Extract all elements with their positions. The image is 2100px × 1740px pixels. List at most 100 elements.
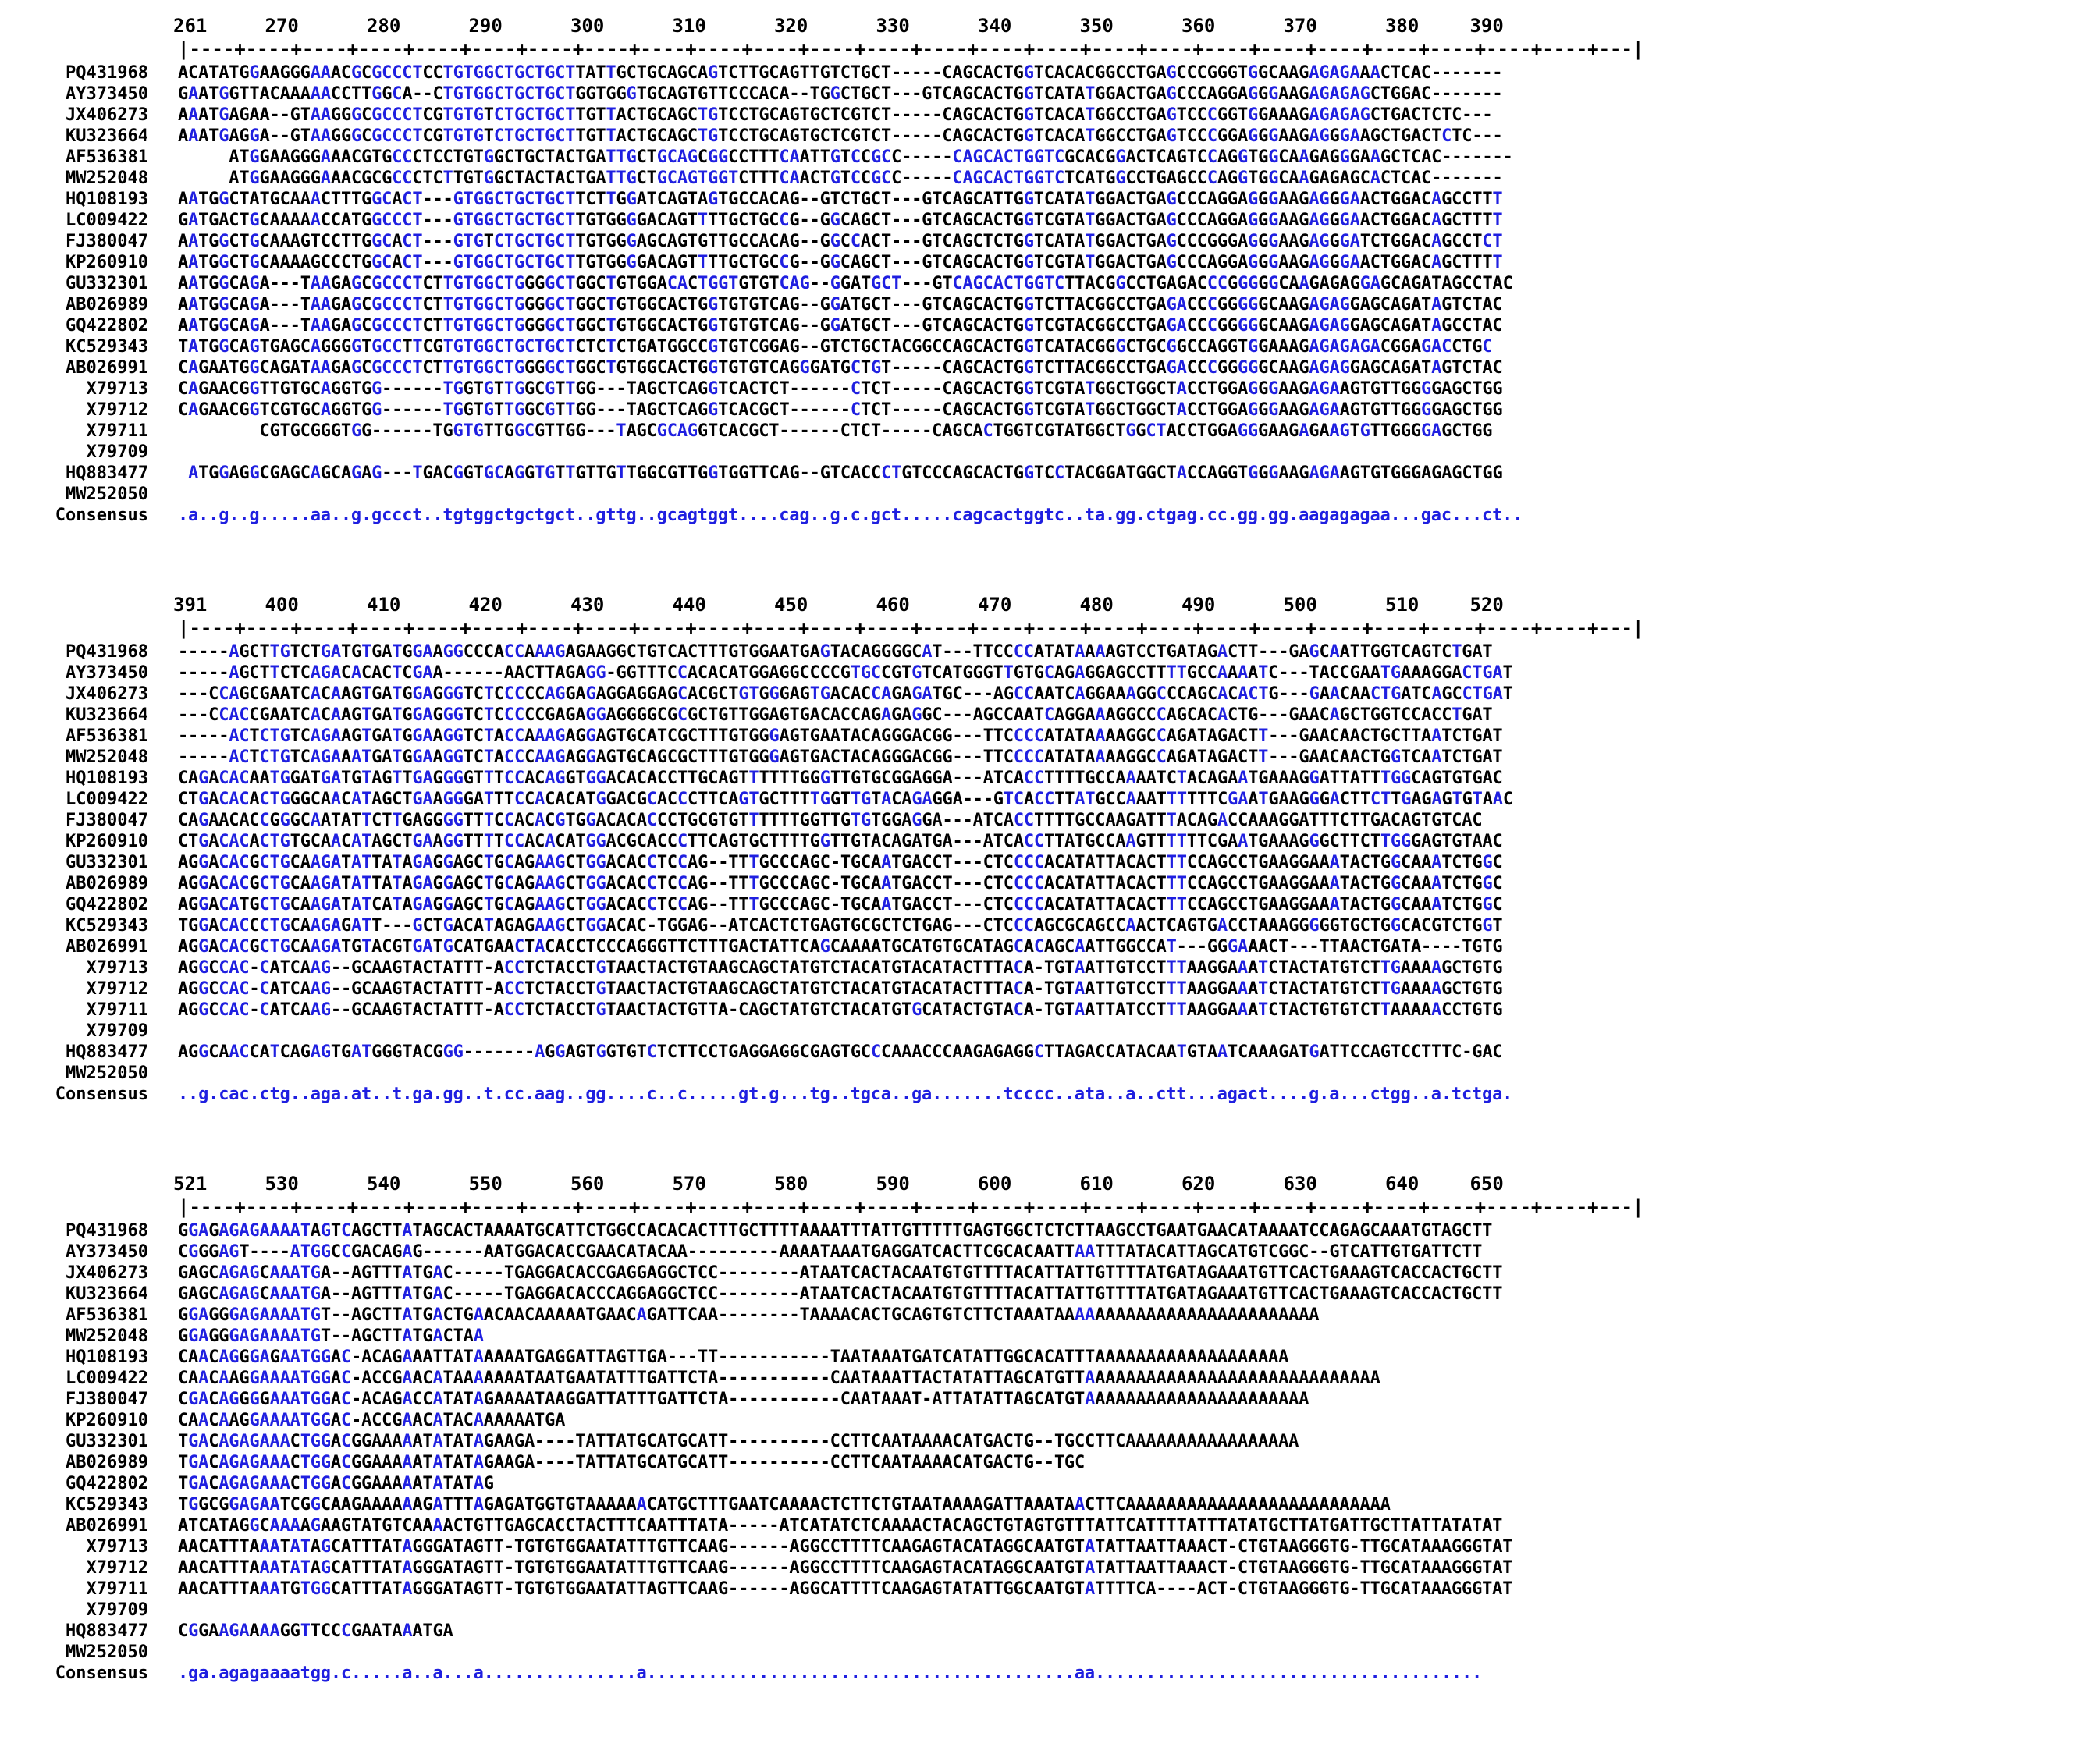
sequence-label: GU332301 [66, 274, 148, 293]
sequence-residues: -----ACTCTGTCAGAAATGATGGAAGGTCTACCCAAGAG… [178, 747, 1503, 767]
ruler-number: 620 [1181, 1173, 1216, 1195]
sequence-residues: CGTGCGGGTGG------TGGTGTTGGCGTTGG---TAGCG… [178, 421, 1493, 441]
ruler-ticks: |----+----+----+----+----+----+----+----… [178, 38, 1644, 60]
sequence-residues: AATGGCAGA---TAAGAGCGCCCTCTTGTGGCTGGGGCTG… [178, 274, 1513, 293]
ruler-number: 340 [977, 15, 1012, 37]
sequence-residues: AAATGAGGA--GTAAGGGCGCCCTCGTGTGTCTGCTGCTT… [178, 126, 1503, 146]
ruler-number: 300 [570, 15, 605, 37]
sequence-residues: AGGCCAC-CATCAAG--GCAAGTACTATTT-ACCTCTACC… [178, 979, 1503, 999]
sequence-residues: TGGCGGAGAATCGGCAAGAAAAAAGATTTAGAGATGGTGT… [178, 1495, 1391, 1515]
sequence-label: KU323664 [66, 705, 148, 725]
sequence-label: HQ108193 [66, 190, 148, 209]
sequence-label: X79709 [86, 1600, 148, 1620]
sequence-residues: ---CCAGCGAATCACAAGTGATGGAGGGTCTCCCCCAGGA… [178, 684, 1513, 704]
sequence-label: KC529343 [66, 916, 148, 936]
sequence-label: JX406273 [66, 684, 148, 704]
ruler-number: 330 [876, 15, 910, 37]
ruler-number: 310 [672, 15, 706, 37]
sequence-residues: AGGCCAC-CATCAAG--GCAAGTACTATTT-ACCTCTACC… [178, 1000, 1503, 1020]
sequence-residues: ATCATAGGCAAAAGAAGTATGTCAAAACTGTTGAGCACCT… [178, 1516, 1503, 1536]
sequence-residues: GGAGGGAGAAAATGT--AGCTTATGACTGAACAACAAAAA… [178, 1305, 1320, 1325]
sequence-label: AB026989 [66, 295, 148, 314]
ruler-number: 261 [173, 15, 208, 37]
ruler-number: 500 [1283, 594, 1317, 616]
sequence-residues: ---CCACCGAATCACAAGTGATGGAGGGTCTCCCCCGAGA… [178, 705, 1493, 725]
ruler-number: 610 [1079, 1173, 1114, 1195]
sequence-residues: ATGGAAGGGAAACGTGCCCTCCTGTGGCTGCTACTGATTG… [178, 147, 1513, 167]
ruler-number: 510 [1384, 594, 1420, 616]
sequence-residues: TGACAGAGAAACTGGACGGAAAAATATATAG [178, 1474, 494, 1493]
sequence-residues: CAGACACAATGGATGATGTAGTTGAGGGGTTTCCACAGGT… [178, 769, 1503, 788]
sequence-label: KU323664 [66, 1284, 148, 1304]
sequence-residues: GGAGGGAGAAAATGT--AGCTTATGACTAA [178, 1326, 484, 1346]
ruler-ticks: |----+----+----+----+----+----+----+----… [178, 617, 1644, 639]
ruler-number: 410 [366, 594, 401, 616]
sequence-label: X79712 [86, 1558, 148, 1578]
sequence-label: AB026989 [66, 874, 148, 893]
sequence-label: X79712 [86, 979, 148, 999]
sequence-label: MW252048 [66, 169, 148, 188]
sequence-label: FJ380047 [66, 1390, 148, 1409]
sequence-label: FJ380047 [66, 811, 148, 830]
sequence-residues: AGGACACGCTGCAAGATGTACGTGATGCATGAACTACACC… [178, 937, 1503, 957]
sequence-label: MW252050 [66, 485, 148, 504]
sequence-label: GQ422802 [66, 316, 148, 336]
consensus-label: Consensus [55, 1085, 148, 1104]
sequence-label: MW252050 [66, 1642, 148, 1662]
ruler-number: 470 [977, 594, 1012, 616]
ruler-number: 460 [876, 594, 910, 616]
ruler-number: 590 [876, 1173, 910, 1195]
sequence-residues: CAACAGGGAGAATGGAC-ACAGAAATTATAAAAATGAGGA… [178, 1348, 1289, 1367]
sequence-residues: AGGCAACCATCAGAGTGATGGGTACGGG-------AGGAG… [178, 1042, 1503, 1062]
sequence-label: KU323664 [66, 126, 148, 146]
consensus-label: Consensus [55, 1664, 148, 1683]
ruler-number: 540 [366, 1173, 401, 1195]
ruler-number: 600 [977, 1173, 1012, 1195]
sequence-label: X79711 [86, 1579, 148, 1599]
sequence-residues: AACATTTAAATGTGGCATTTATAGGGATAGTT-TGTGTGG… [178, 1579, 1513, 1599]
sequence-label: HQ108193 [66, 769, 148, 788]
sequence-label: AY373450 [66, 663, 148, 683]
ruler-numbers: 261 270 280 290 300 310 320 330 340 350 360 370 380 3… [0, 14, 2100, 37]
ruler-number: 320 [773, 15, 808, 37]
sequence-label: HQ883477 [66, 463, 148, 483]
ruler-number: 290 [468, 15, 503, 37]
ruler-number: 630 [1283, 1173, 1317, 1195]
sequence-residues: ATGGAGGCGAGCAGCAGAG---TGACGGTGCAGGTGTTGT… [188, 463, 1503, 483]
sequence-residues: AAATGAGAA--GTAAGGGCGCCCTCGTGTGTCTGCTGCTT… [178, 105, 1493, 125]
sequence-label: AF536381 [66, 147, 148, 167]
ruler-number: 520 [1469, 594, 1504, 616]
ruler-number: 560 [570, 1173, 605, 1195]
ruler-number: 390 [1469, 15, 1504, 37]
sequence-label: X79713 [86, 958, 148, 978]
sequence-label: X79709 [86, 1021, 148, 1041]
ruler-number: 440 [672, 594, 706, 616]
sequence-residues: AATGGCTATGCAAACTTTGGCACT---GTGGCTGCTGCTT… [178, 190, 1503, 209]
ruler-number: 530 [265, 1173, 299, 1195]
ruler-number: 430 [570, 594, 605, 616]
sequence-residues: AGGACACGCTGCAAGATATTATAGAGGAGCTGCAGAAGCT… [178, 874, 1503, 893]
sequence-label: LC009422 [66, 790, 148, 809]
ruler-number: 400 [265, 594, 299, 616]
sequence-label: GQ422802 [66, 895, 148, 914]
sequence-residues: CAACAAGGAAAATGGAC-ACCGAACATAAAAAAATAATGA… [178, 1369, 1380, 1388]
sequence-label: GU332301 [66, 1432, 148, 1451]
sequence-label: LC009422 [66, 1369, 148, 1388]
consensus-label: Consensus [55, 506, 148, 525]
sequence-residues: -----ACTCTGTCAGAAGTGATGGAAGGTCTACCAAAGAG… [178, 726, 1503, 746]
sequence-residues: CAGAATGGCAGATAAGAGCGCCCTCTTGTGGCTGGGGCTG… [178, 358, 1503, 378]
ruler-number: 490 [1181, 594, 1216, 616]
sequence-residues: TGGACACCCTGCAAGAGATT---GCTGACATAGAGAAGCT… [178, 916, 1503, 936]
sequence-label: MW252048 [66, 1326, 148, 1346]
sequence-label: KP260910 [66, 1411, 148, 1430]
sequence-label: X79713 [86, 379, 148, 399]
sequence-residues: CTGACACACTGGGCAACATAGCTGAAGGGATTTCCACACA… [178, 790, 1513, 809]
ruler-number: 550 [468, 1173, 503, 1195]
sequence-label: AF536381 [66, 1305, 148, 1325]
ruler-number: 650 [1469, 1173, 1504, 1195]
sequence-residues: AGGCCAC-CATCAAG--GCAAGTACTATTT-ACCTCTACC… [178, 958, 1503, 978]
sequence-residues: GAGCAGAGCAAATGA--AGTTTATGAC-----TGAGGACA… [178, 1284, 1503, 1304]
ruler-numbers: 521 530 540 550 560 570 580 590 600 610 620 630 640 6… [0, 1172, 2100, 1195]
sequence-residues: -----AGCTTGTCTGATGTGATGGAAGGCCCACCAAAGAG… [178, 642, 1493, 662]
